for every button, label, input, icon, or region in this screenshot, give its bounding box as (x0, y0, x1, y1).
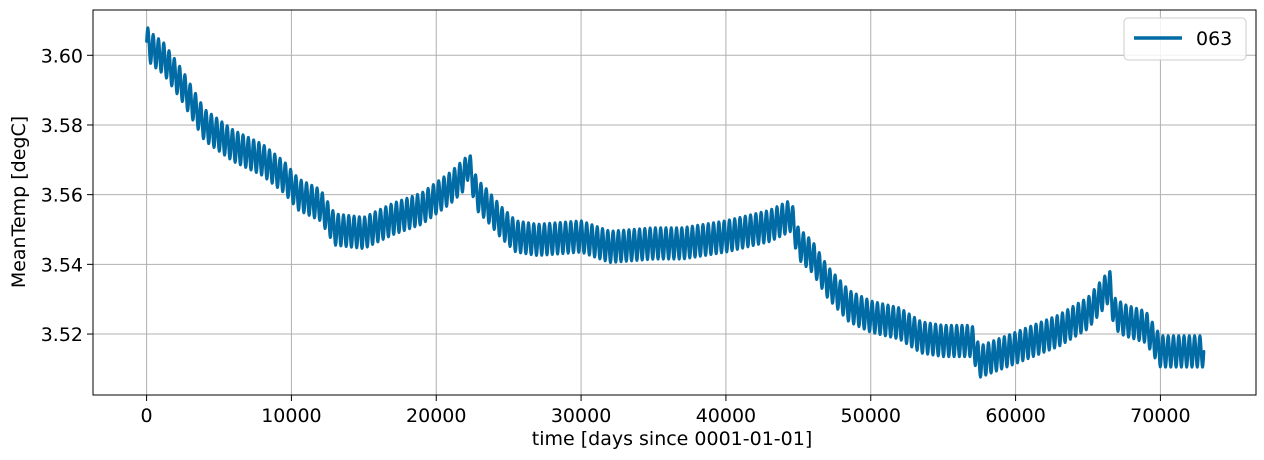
y-tick-label: 3.52 (41, 324, 83, 346)
legend-box (1123, 17, 1247, 61)
series-line-0 (145, 26, 1206, 379)
x-tick-label: 10000 (261, 405, 321, 427)
x-tick-label: 20000 (406, 405, 466, 427)
y-tick-label: 3.56 (41, 185, 83, 207)
y-tick-label: 3.54 (41, 254, 83, 276)
x-tick-label: 60000 (985, 405, 1045, 427)
y-tick-label: 3.60 (41, 45, 83, 67)
x-tick-label: 30000 (551, 405, 611, 427)
x-tick-label: 70000 (1130, 405, 1190, 427)
legend: 063 (1123, 17, 1247, 61)
x-tick-label: 50000 (841, 405, 901, 427)
x-tick-label: 40000 (696, 405, 756, 427)
x-axis-label: time [days since 0001-01-01] (532, 428, 813, 450)
plot-area (145, 26, 1206, 379)
y-tick-label: 3.58 (41, 115, 83, 137)
y-axis-label: MeanTemp [degC] (8, 116, 30, 288)
legend-label: 063 (1196, 28, 1232, 50)
x-tick-label: 0 (141, 405, 153, 427)
tick-layer: 0 10000 20000 30000 40000 50000 60000 70000 3.52… (41, 45, 1191, 427)
plot-frame (92, 9, 1257, 396)
series-layer (145, 26, 1206, 379)
